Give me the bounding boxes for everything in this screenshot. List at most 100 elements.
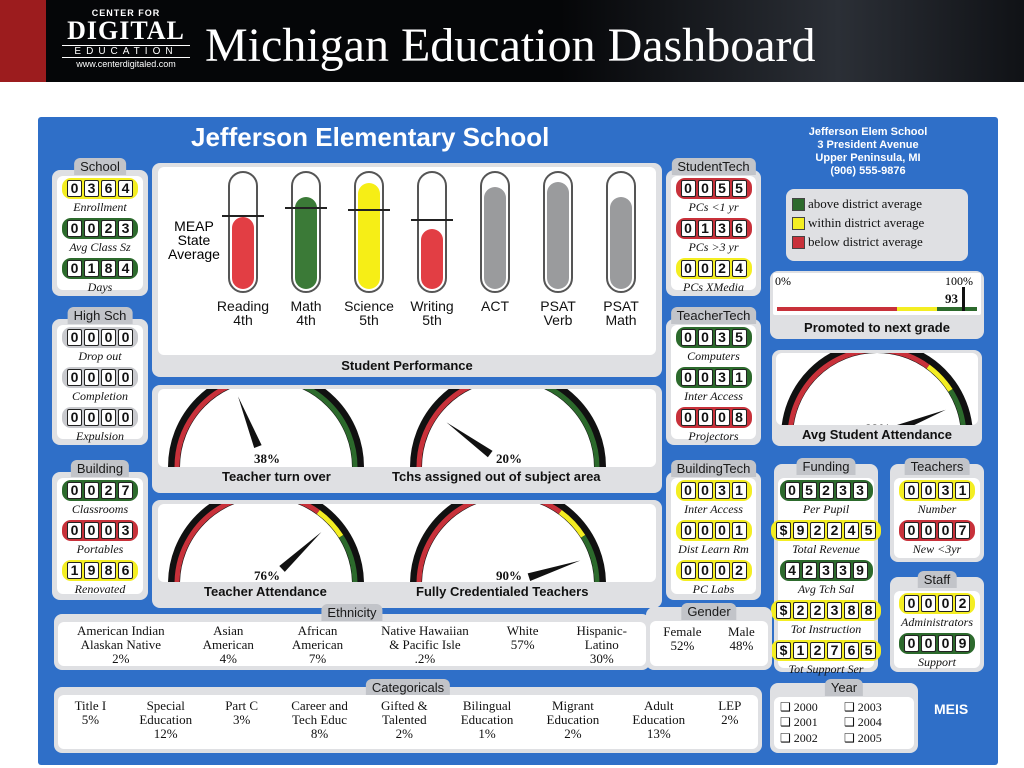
gauge-needle	[238, 396, 262, 449]
digit: 0	[697, 482, 713, 499]
categoricals-table-area: Title I 5% Special Education 12% Part C 3% C…	[58, 695, 758, 749]
test-label: PSAT Math	[603, 298, 639, 328]
digit: 5	[731, 329, 747, 346]
year-option-2002[interactable]: ❑ 2002	[780, 731, 844, 746]
teachers-panel-title: Teachers	[904, 458, 970, 475]
logo-line: CENTER FOR	[91, 8, 161, 18]
address-line: Upper Peninsula, MI	[815, 152, 921, 164]
cell-label: Career and Tech Educ	[291, 698, 348, 727]
cell-value: 12%	[153, 726, 178, 741]
digit: 6	[118, 562, 133, 579]
checkbox-icon[interactable]: ❑	[780, 700, 791, 714]
gauge-svg-row-1: 38% 20%	[168, 369, 606, 468]
year-option-2000[interactable]: ❑ 2000	[780, 700, 844, 715]
checkbox-icon[interactable]: ❑	[844, 715, 855, 730]
counter: $9 2 2 4 5 Total Revenue	[771, 520, 881, 557]
student-tech-panel-title: StudentTech	[671, 158, 756, 175]
ethnicity-panel: Ethnicity American Indian Alaskan Native…	[54, 604, 650, 670]
digit: 0	[680, 220, 696, 237]
digit: 0	[67, 409, 82, 426]
gender-panel: Gender Female 52% Male 48%	[646, 603, 772, 670]
gender-table-area: Female 52% Male 48%	[650, 621, 768, 666]
teacher-turnover-gauge: 38%	[168, 369, 364, 468]
test-tube	[417, 171, 447, 293]
counter-label: Tot Instruction	[790, 622, 862, 636]
address-line: (906) 555-9876	[830, 165, 906, 177]
digit: 0	[67, 220, 82, 237]
counter-label: Inter Access	[684, 502, 743, 516]
counter-label: Days	[87, 280, 113, 294]
counter: 0 0 2 7 Classrooms	[57, 480, 143, 517]
digit: 3	[827, 602, 842, 619]
table-cell: Migrant Education 2%	[547, 699, 600, 741]
address-line: Jefferson Elem School	[808, 126, 928, 138]
meap-state-average-label: MEAP State Average	[168, 218, 220, 262]
counter-digits: $1 2 7 6 5	[771, 640, 881, 661]
test-tube	[480, 171, 510, 293]
digit: 7	[827, 642, 842, 659]
digit: 0	[118, 329, 133, 346]
counter: 0 0 3 1 Inter Access	[671, 367, 756, 404]
digit: 0	[714, 562, 730, 579]
slide-header: CENTER FOR DIGITAL EDUCATION www.centerd…	[0, 0, 1024, 82]
checkbox-icon[interactable]: ❑	[844, 700, 855, 714]
digit: 8	[731, 409, 747, 426]
year-option-2001[interactable]: ❑ 2001	[780, 715, 844, 730]
year-option-2003[interactable]: ❑ 2003	[844, 700, 908, 715]
checkbox-icon[interactable]: ❑	[780, 715, 791, 730]
staff-panel-title: Staff	[917, 571, 957, 588]
checkbox-icon[interactable]: ❑	[780, 730, 791, 745]
counter: 0 0 0 2 Administrators	[894, 593, 980, 630]
digit: 4	[784, 562, 800, 579]
digit: 3	[714, 329, 730, 346]
table-cell: Part C 3%	[225, 699, 258, 727]
counter-label: Portables	[76, 542, 124, 556]
cell-label: Part C	[225, 698, 259, 713]
checkbox-icon[interactable]: ❑	[844, 730, 855, 745]
school-panel: School 0 3 6 4 Enrollment 0 0 2 3 Avg Class Sz 0 1 8…	[52, 158, 148, 296]
cell-value: 2%	[395, 726, 413, 741]
counter-label: Enrollment	[73, 200, 127, 214]
categoricals-panel-title: Categoricals	[365, 679, 451, 696]
digit: 2	[810, 522, 825, 539]
counter-group: 0 3 6 4 Enrollment 0 0 2 3 Avg Class Sz 0 1 8 4 Days	[57, 176, 143, 294]
digit: 0	[118, 409, 133, 426]
counter-label: Avg Tch Sal	[797, 582, 855, 596]
credentialed-teachers-gauge: 90%	[410, 486, 606, 585]
cell-value: 3%	[232, 712, 251, 727]
counter: 0 0 0 0 Expulsion	[57, 407, 143, 444]
digit: 0	[67, 482, 82, 499]
year-option-2005[interactable]: ❑ 2005	[844, 731, 908, 746]
digit: 0	[118, 369, 133, 386]
teacher-gauges-row-2: 76% 90% Teacher Attendance Fully Credent…	[152, 486, 662, 608]
student-attendance-gauge: 88%	[781, 341, 973, 438]
digit: 1	[731, 369, 747, 386]
gauge-value: 20%	[496, 451, 522, 466]
counter: 0 0 0 9 Support	[894, 633, 980, 670]
promoted-bar-area: 0% 100% 93	[773, 273, 981, 315]
table-cell: Female 52%	[663, 625, 701, 653]
digit: 8	[101, 562, 116, 579]
score-fill	[358, 183, 380, 289]
digit: 8	[861, 602, 876, 619]
digit: 2	[818, 482, 834, 499]
year-option-2004[interactable]: ❑ 2004	[844, 715, 908, 730]
counter-group: 0 0 3 1 Number 0 0 0 7 New <3yr	[894, 478, 980, 558]
counter-label: Dist Learn Rm	[678, 542, 749, 556]
counter-label: PCs <1 yr	[688, 200, 739, 214]
counter-digits: $2 2 3 8 8	[771, 600, 881, 621]
legend-item: below district average	[792, 234, 924, 250]
digit: 1	[697, 220, 713, 237]
digit: 7	[955, 522, 970, 539]
digit: 0	[84, 522, 99, 539]
